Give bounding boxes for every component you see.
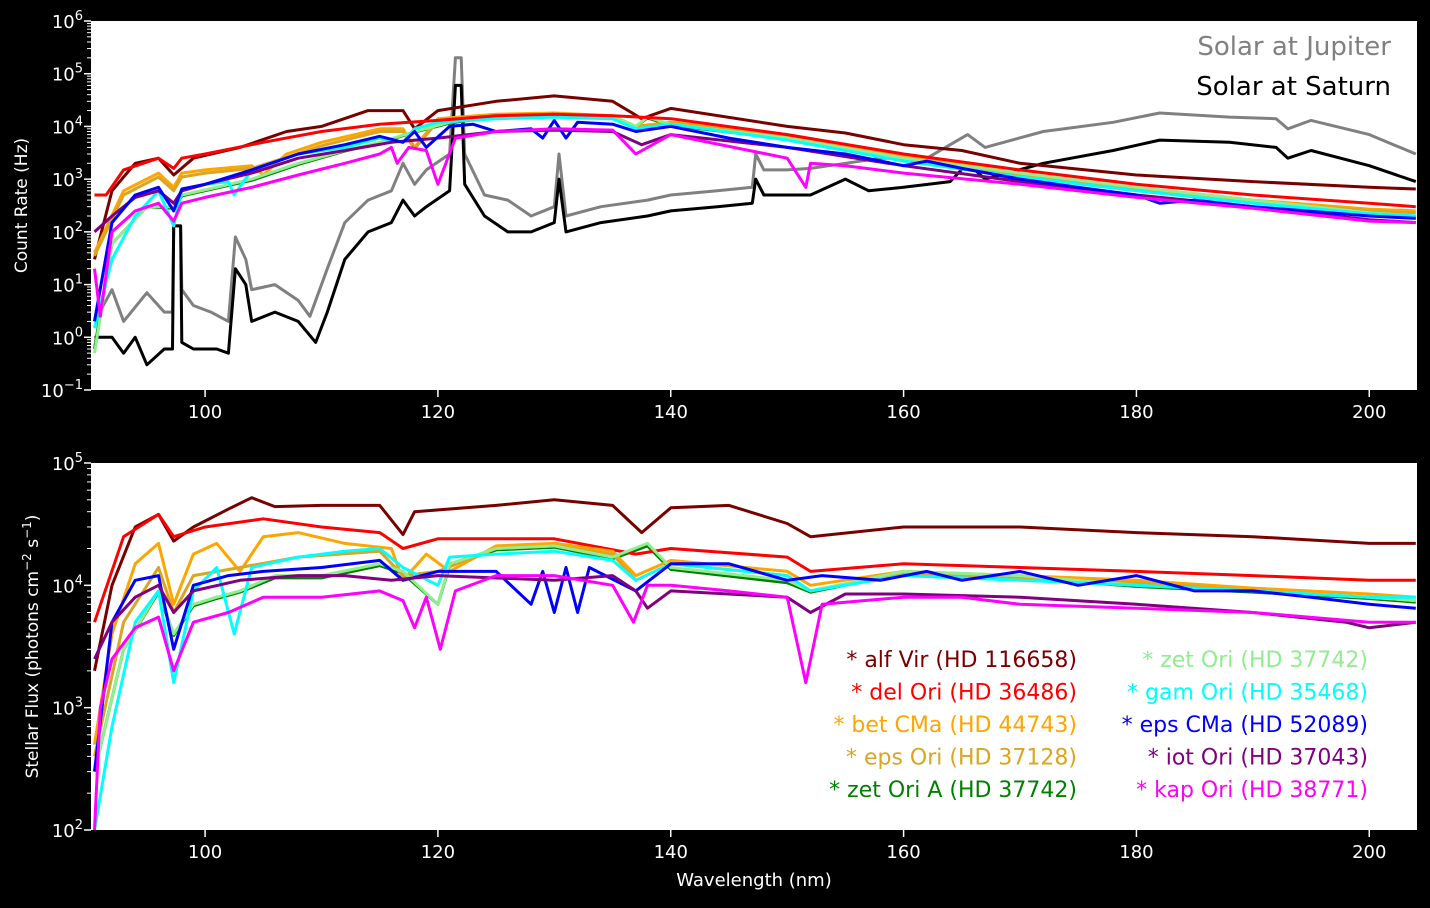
y-tick-label: 102 — [52, 220, 83, 244]
series-line-del-ori-hd-36486 — [93, 512, 1416, 623]
series-line-eps-cma-hd-52089 — [93, 118, 1416, 322]
series-line-kap-ori-hd-38771 — [93, 574, 1416, 830]
x-tick-label: 100 — [188, 842, 222, 863]
y-tick-label: 105 — [52, 62, 83, 86]
x-tick-label: 140 — [654, 402, 688, 423]
series-line-kap-ori-hd-38771 — [93, 127, 1416, 318]
x-tick-label: 200 — [1352, 402, 1386, 423]
y-tick-label: 104 — [52, 573, 83, 597]
y-tick-label: 100 — [52, 325, 83, 349]
legend-entry: * gam Ori (HD 35468) — [1127, 681, 1368, 706]
x-tick-label: 160 — [886, 842, 920, 863]
y-axis-label: Stellar Flux (photons cm−2 s−1) — [20, 515, 43, 779]
series-line-del-ori-hd-36486 — [94, 112, 1416, 209]
x-tick-label: 120 — [421, 842, 455, 863]
series-lines — [93, 496, 1416, 830]
x-tick-label: 120 — [421, 402, 455, 423]
y-tick-label: 10−1 — [41, 378, 83, 402]
legend-entry: * eps CMa (HD 52089) — [1122, 713, 1368, 738]
legend-entry: * zet Ori A (HD 37742) — [829, 778, 1077, 803]
y-tick-label: 103 — [52, 167, 83, 191]
x-tick-label: 180 — [1119, 842, 1153, 863]
legend-entry: * alf Vir (HD 116658) — [846, 648, 1077, 673]
legend: Solar at Jupiter Solar at Saturn — [1196, 32, 1391, 102]
y-tick-label: 104 — [52, 114, 83, 138]
legend-entry: * kap Ori (HD 38771) — [1136, 778, 1368, 803]
x-tick-label: 200 — [1352, 842, 1386, 863]
legend-entry: * eps Ori (HD 37128) — [846, 746, 1077, 771]
bottom-panel-stellar-flux: 100 120 140 160 180 200 102 103 104 105 Stellar Fl… — [20, 451, 1417, 891]
series-line-alf-vir-hd-116658 — [93, 94, 1416, 260]
x-tick-label: 100 — [188, 402, 222, 423]
x-tick-label: 180 — [1119, 402, 1153, 423]
plot-area — [91, 463, 1417, 830]
legend-entry: * del Ori (HD 36486) — [851, 681, 1077, 706]
y-tick-label: 103 — [52, 696, 83, 720]
legend: * alf Vir (HD 116658) * del Ori (HD 36486… — [829, 648, 1368, 803]
series-line-iot-ori-hd-37043 — [93, 574, 1416, 660]
plot-area — [91, 21, 1417, 390]
y-tick-label: 101 — [52, 273, 83, 297]
y-axis-label: Count Rate (Hz) — [12, 138, 32, 273]
legend-entry: * bet CMa (HD 44743) — [833, 713, 1077, 738]
series-line-solar-at-jupiter — [93, 56, 1417, 323]
y-tick-label: 106 — [52, 9, 83, 33]
x-axis-label: Wavelength (nm) — [676, 870, 832, 891]
x-tick-label: 160 — [886, 402, 920, 423]
legend-entry: Solar at Saturn — [1196, 72, 1391, 102]
top-panel-count-rate: 100 120 140 160 180 200 10−1 100 101 102 103 104 105… — [12, 9, 1417, 423]
series-line-eps-cma-hd-52089 — [93, 558, 1416, 772]
legend-entry: * zet Ori (HD 37742) — [1142, 648, 1368, 673]
legend-entry: Solar at Jupiter — [1197, 32, 1391, 62]
y-tick-label: 102 — [52, 818, 83, 842]
series-lines — [93, 56, 1417, 367]
series-line-alf-vir-hd-116658 — [93, 496, 1416, 672]
legend-entry: * iot Ori (HD 37043) — [1148, 746, 1368, 771]
x-tick-label: 140 — [654, 842, 688, 863]
y-tick-label: 105 — [52, 451, 83, 475]
